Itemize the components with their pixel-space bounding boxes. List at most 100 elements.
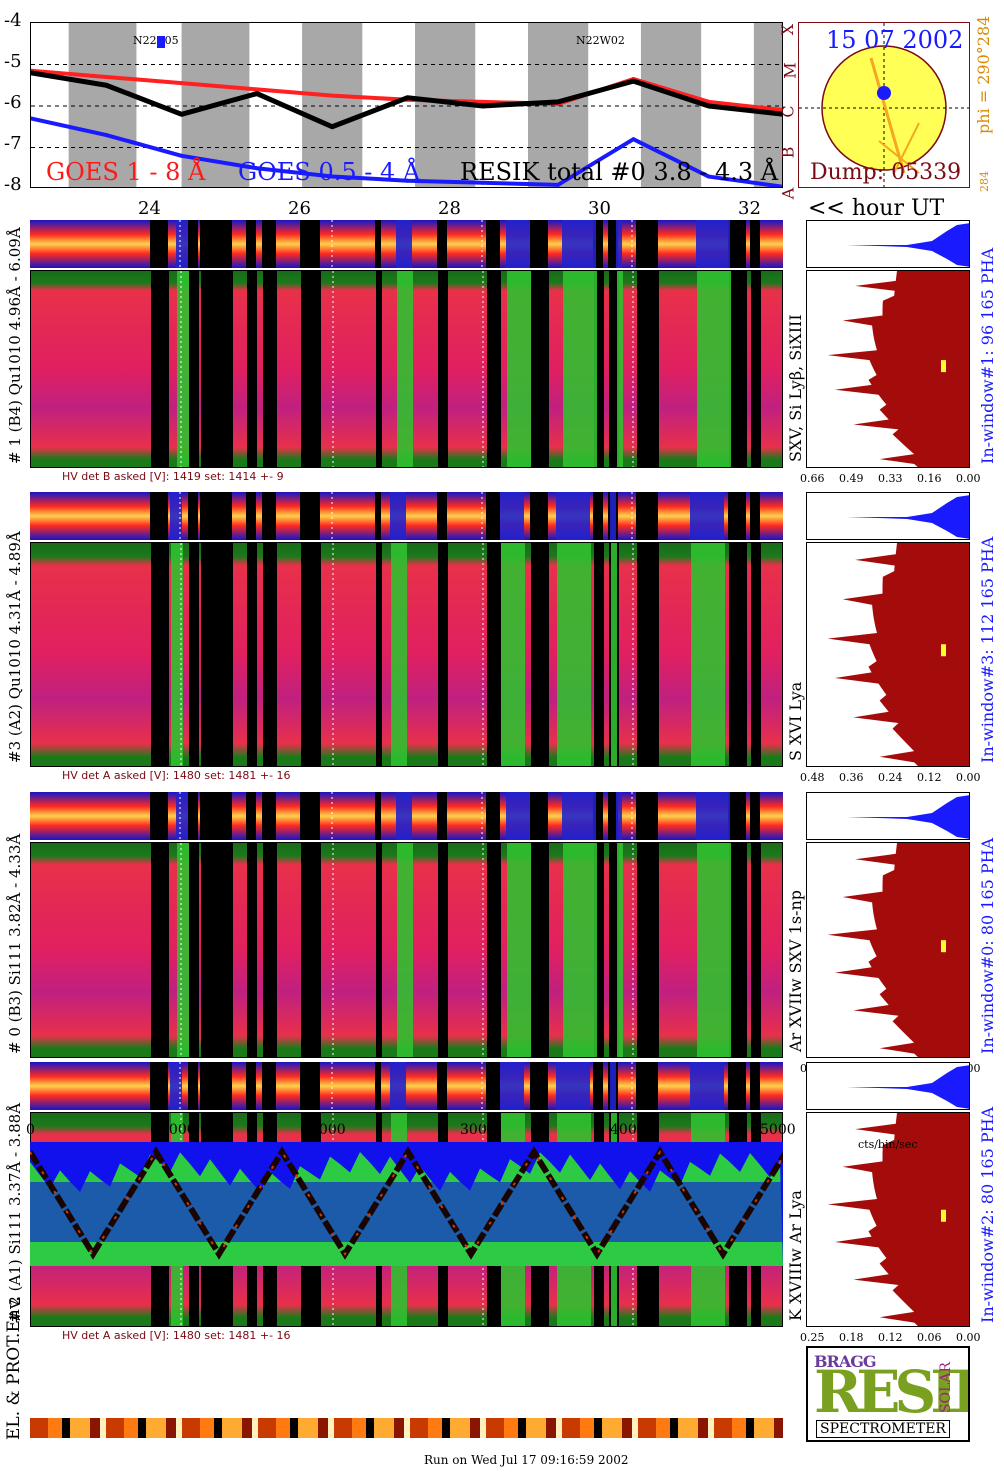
- goes-class-letter: B: [778, 146, 798, 159]
- series-point: [254, 87, 259, 92]
- histogram-xtick: 0.48: [800, 771, 825, 784]
- goes-class-letter: A: [778, 187, 798, 200]
- pha-plot: [806, 792, 970, 840]
- sun-phi: phi = 290°284: [974, 15, 993, 134]
- bottom-xtick: 2000: [310, 1122, 346, 1138]
- cts-unit-label: cts/bin/sec: [858, 1138, 918, 1151]
- series-point: [405, 95, 410, 100]
- sun-dump: Dump: 05339: [810, 160, 962, 185]
- series-point: [179, 81, 184, 86]
- spectrum-band-upper: [30, 792, 783, 840]
- series-point: [556, 182, 561, 187]
- panel-line-label: Ar XVIIw SXV 1s-np: [786, 890, 805, 1052]
- bottom-xtick: 0: [26, 1122, 35, 1138]
- goes-ytick: -8: [4, 174, 22, 195]
- bottom-xtick: 3000: [460, 1122, 496, 1138]
- series-point: [631, 79, 636, 84]
- ar-label-2: N22W02: [576, 34, 625, 47]
- histogram-xtick: 0.24: [878, 771, 903, 784]
- series-point: [405, 178, 410, 183]
- series-point: [330, 124, 335, 129]
- histogram-xtick: 0.00: [956, 771, 981, 784]
- series-point: [104, 133, 109, 138]
- panel-pha-label: In-window#3: 112 165 PHA: [978, 536, 997, 763]
- series-point: [179, 153, 184, 158]
- histogram-xtick: 0.66: [800, 472, 825, 485]
- spectrum-band-upper: [30, 220, 783, 268]
- eclipse-band: [68, 23, 137, 187]
- legend-goes-short: GOES 0.5 - 4 Å: [238, 158, 421, 186]
- hour-tick: 26: [288, 198, 311, 219]
- spectrum-image: [30, 842, 783, 1058]
- histogram-xtick: 0.12: [878, 1331, 903, 1344]
- bottom-xtick: 5000: [760, 1122, 796, 1138]
- panel-hv-text: HV det A asked [V]: 1480 set: 1481 +- 16: [62, 769, 291, 782]
- hour-tick: 32: [738, 198, 761, 219]
- environment-chart: [30, 1146, 783, 1266]
- panel-pha-label: In-window#2: 80 165 PHA: [978, 1106, 997, 1323]
- eclipse-band: [302, 23, 363, 187]
- spectrum-band-upper: [30, 492, 783, 540]
- series-point: [480, 104, 485, 108]
- series-point: [556, 99, 561, 104]
- panel-ylabel: # 1 (B4) Qu1010 4.96Å - 6.09Å: [6, 227, 24, 464]
- histogram-xtick: 0.36: [839, 771, 864, 784]
- goes-chart: [31, 23, 782, 187]
- series-point: [330, 174, 335, 179]
- series-point: [31, 116, 33, 121]
- logo-bragg: BRAGG: [814, 1352, 877, 1371]
- sun-small-label: 284: [978, 171, 991, 192]
- logo-resik: RESIK: [814, 1358, 968, 1426]
- goes-class-letter: C: [778, 105, 798, 118]
- spectrum-image: [30, 542, 783, 767]
- histogram-xtick: 0.00: [956, 1331, 981, 1344]
- legend-goes-long: GOES 1 - 8 Å: [46, 158, 206, 186]
- histogram-xtick: 0.49: [839, 472, 864, 485]
- histogram-xtick: 0.12: [917, 771, 942, 784]
- panel-line-label: S XVI Lya: [786, 681, 805, 761]
- histogram-xtick: 0.18: [839, 1331, 864, 1344]
- resik-logo: BRAGG RESIK SOLAR SPECTROMETER: [806, 1346, 970, 1442]
- hour-unit-label: << hour UT: [808, 196, 945, 221]
- series-point: [706, 99, 711, 104]
- series-point: [480, 180, 485, 185]
- series-point: [706, 104, 711, 108]
- goes-ytick: -4: [4, 10, 22, 31]
- sun-date: 15 07 2002: [826, 26, 964, 54]
- goes-ytick: -7: [4, 133, 22, 154]
- goes-plot: [30, 22, 783, 188]
- panel-pha-label: In-window#1: 96 165 PHA: [978, 247, 997, 464]
- histogram-plot: [806, 270, 970, 468]
- panel-ylabel: # 2 (A1) Si111 3.37Å - 3.88Å: [6, 1102, 24, 1323]
- goes-ytick: -6: [4, 92, 22, 113]
- spectrum-band-upper: [30, 1062, 783, 1110]
- pha-plot: [806, 220, 970, 268]
- panel-pha-label: In-window#0: 80 165 PHA: [978, 837, 997, 1054]
- legend-resik: RESIK total #0 3.8 - 4.3 Å: [460, 158, 779, 186]
- series-point: [179, 112, 184, 117]
- bottom-xtick: 4000: [610, 1122, 646, 1138]
- hour-tick: 24: [138, 198, 161, 219]
- goes-ytick: -5: [4, 51, 22, 72]
- histogram-xtick: 0.25: [800, 1331, 825, 1344]
- panel-ylabel: #3 (A2) Qu1010 4.31Å - 4.89Å: [6, 531, 24, 763]
- panel-line-label: SXV, Si Lyβ, SiXIII: [786, 314, 805, 462]
- panel-line-label: K XVIIIw Ar Lya: [786, 1190, 805, 1321]
- goes-class-letter: M: [780, 62, 800, 79]
- histogram-xtick: 0.16: [917, 472, 942, 485]
- series-point: [31, 70, 33, 75]
- histogram-plot: [806, 1112, 970, 1327]
- series-point: [104, 74, 109, 79]
- ar-marker-1: [157, 36, 165, 48]
- series-point: [330, 93, 335, 98]
- histogram-xtick: 0.06: [917, 1331, 942, 1344]
- series-point: [480, 99, 485, 104]
- series-point: [104, 83, 109, 88]
- histogram-plot: [806, 542, 970, 767]
- logo-solar: SOLAR: [938, 1362, 954, 1414]
- histogram-xtick: 0.33: [878, 472, 903, 485]
- panel-ylabel: # 0 (B3) Si111 3.82Å - 4.33Å: [6, 833, 24, 1054]
- pha-plot: [806, 492, 970, 540]
- pha-plot: [806, 1062, 970, 1110]
- series-point: [631, 137, 636, 142]
